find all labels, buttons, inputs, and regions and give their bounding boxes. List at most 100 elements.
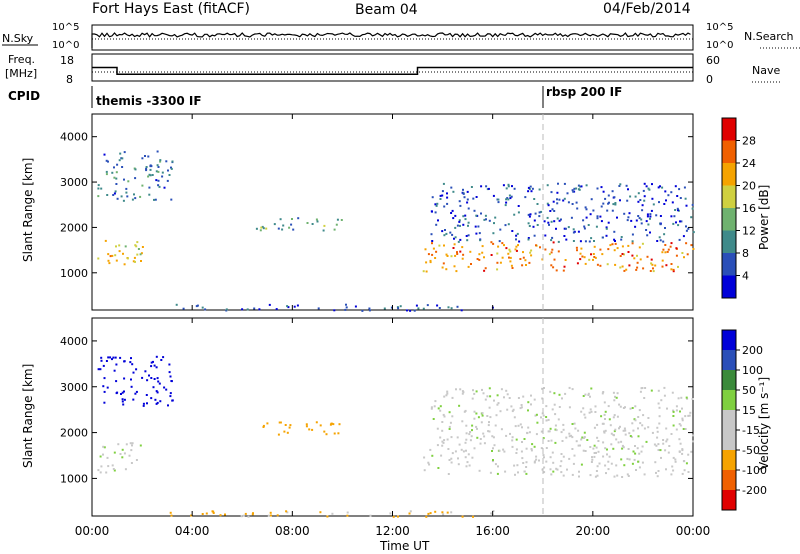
scatter-cell	[491, 435, 494, 438]
scatter-cell	[490, 254, 493, 256]
scatter-cell	[629, 195, 632, 198]
noise-tick-top-left: 10^5	[52, 22, 79, 33]
scatter-cell	[169, 392, 172, 395]
scatter-cell	[443, 439, 446, 442]
scatter-cell	[681, 407, 683, 410]
scatter-cell	[580, 247, 583, 250]
cpid-segment-1: themis -3300 IF	[96, 94, 202, 108]
scatter-cell	[593, 452, 596, 454]
scatter-cell	[123, 390, 125, 393]
scatter-cell	[115, 380, 118, 383]
scatter-cell	[100, 356, 103, 359]
scatter-cell	[623, 212, 626, 215]
scatter-cell	[103, 390, 106, 393]
scatter-cell	[525, 447, 528, 450]
scatter-cell	[530, 190, 533, 193]
scatter-cell	[596, 436, 599, 439]
scatter-cell	[600, 415, 603, 418]
scatter-cell	[605, 234, 608, 237]
scatter-cell	[538, 459, 540, 462]
scatter-cell	[690, 450, 693, 453]
scatter-cell	[571, 473, 574, 476]
noise-sky-series	[91, 32, 691, 48]
scatter-cell	[436, 444, 439, 447]
scatter-cell	[665, 427, 668, 430]
scatter-cell	[637, 427, 639, 430]
scatter-cell	[492, 194, 495, 197]
scatter-cell	[511, 230, 514, 232]
scatter-cell	[493, 444, 496, 447]
scatter-cell	[521, 264, 524, 267]
scatter-cell	[450, 186, 453, 189]
scatter-cell	[152, 360, 154, 363]
scatter-cell	[454, 236, 457, 239]
scatter-cell	[679, 197, 682, 199]
scatter-cell	[642, 189, 645, 192]
scatter-cell	[481, 388, 483, 391]
scatter-cell	[608, 455, 611, 458]
scatter-cell	[107, 465, 110, 468]
scatter-cell	[415, 304, 418, 307]
scatter-cell	[113, 192, 116, 195]
scatter-cell	[664, 449, 667, 452]
scatter-cell	[498, 240, 501, 243]
scatter-cell	[496, 472, 499, 475]
scatter-cell	[492, 232, 495, 235]
scatter-cell	[225, 309, 228, 312]
scatter-cell	[325, 433, 328, 436]
scatter-cell	[663, 394, 666, 397]
scatter-cell	[501, 256, 504, 259]
scatter-cell	[522, 256, 525, 259]
scatter-cell	[547, 430, 550, 433]
scatter-cell	[467, 265, 470, 268]
scatter-cell	[262, 426, 265, 428]
scatter-cell	[459, 224, 461, 227]
scatter-cell	[165, 160, 168, 163]
scatter-cell	[97, 187, 100, 190]
scatter-cell	[691, 203, 694, 206]
scatter-cell	[296, 304, 299, 307]
scatter-cell	[100, 359, 103, 362]
scatter-cell	[515, 238, 517, 241]
scatter-cell	[571, 436, 574, 439]
scatter-cell	[168, 174, 171, 176]
scatter-cell	[534, 212, 537, 215]
scatter-cell	[369, 514, 372, 517]
cpid-row: CPID themis -3300 IF rbsp 200 IF	[8, 85, 622, 108]
scatter-cell	[157, 170, 160, 173]
scatter-cell	[550, 439, 553, 442]
scatter-cell	[607, 405, 610, 408]
nave-label: Nave	[752, 64, 780, 77]
scatter-cell	[671, 465, 674, 468]
scatter-cell	[584, 206, 587, 209]
scatter-cell	[278, 421, 281, 424]
scatter-cell	[397, 515, 399, 518]
scatter-cell	[691, 398, 694, 400]
scatter-cell	[557, 250, 560, 253]
scatter-cell	[690, 216, 693, 219]
x-tick-label: 20:00	[576, 524, 611, 538]
scatter-cell	[329, 423, 332, 426]
scatter-cell	[211, 510, 214, 513]
scatter-cell	[330, 422, 333, 425]
scatter-cell	[552, 241, 555, 244]
scatter-cell	[499, 228, 502, 231]
scatter-cell	[600, 205, 603, 208]
scatter-cell	[610, 432, 613, 435]
scatter-cell	[685, 396, 688, 399]
scatter-cell	[457, 240, 460, 243]
scatter-cell	[155, 390, 158, 393]
scatter-cell	[593, 256, 596, 258]
scatter-cell	[548, 253, 551, 256]
scatter-cell	[437, 467, 440, 469]
scatter-cell	[621, 265, 624, 268]
scatter-cell	[436, 202, 439, 205]
scatter-cell	[413, 309, 416, 312]
scatter-cell	[615, 464, 618, 467]
scatter-cell	[281, 228, 284, 231]
scatter-cell	[568, 432, 571, 435]
scatter-cell	[428, 463, 431, 466]
scatter-cell	[548, 223, 550, 226]
scatter-cell	[225, 308, 228, 311]
